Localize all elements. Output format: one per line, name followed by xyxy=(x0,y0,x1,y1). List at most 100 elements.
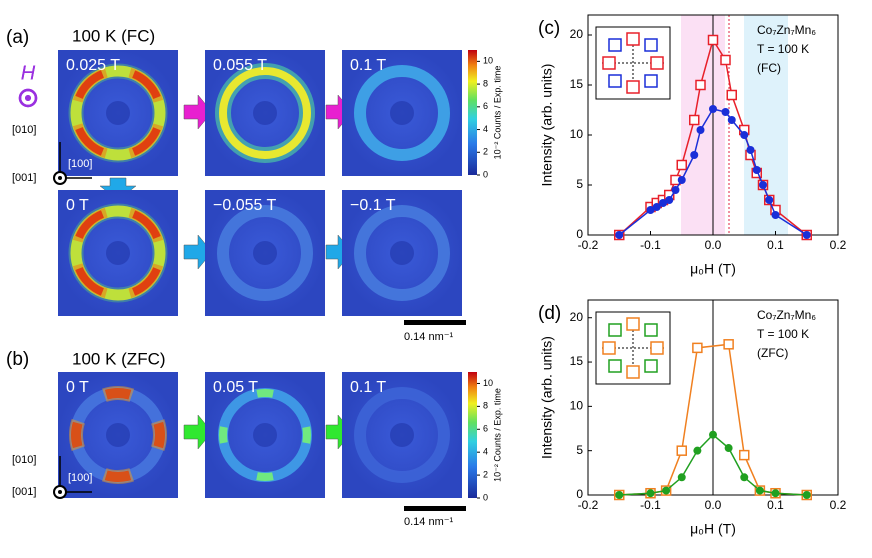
colorbar-tick-label: 4 xyxy=(483,447,488,457)
colorbar-tick-label: 0 xyxy=(483,169,488,179)
colorbar-tick-label: 10 xyxy=(483,56,493,66)
field-label: −0.1 T xyxy=(350,197,396,214)
annotation: T = 100 K xyxy=(757,327,809,341)
panel-title: 100 K (FC) xyxy=(72,26,155,45)
beam-stop xyxy=(106,101,130,125)
panel-title: 100 K (ZFC) xyxy=(72,349,166,368)
y-tick-label: 10 xyxy=(570,399,584,413)
colorbar-tick-label: 2 xyxy=(483,469,488,479)
marker xyxy=(662,486,671,495)
beam-stop xyxy=(390,423,414,447)
y-axis-label: Intensity (arb. units) xyxy=(539,336,555,459)
x-tick-label: 0.1 xyxy=(767,498,784,512)
inset-spot xyxy=(602,56,616,70)
marker xyxy=(677,473,686,482)
y-axis-label: Intensity (arb. units) xyxy=(539,64,555,187)
axis-label: [001] xyxy=(12,172,36,184)
field-label: 0.025 T xyxy=(66,57,120,74)
marker xyxy=(676,445,687,456)
scale-label: 0.14 nm⁻¹ xyxy=(404,331,454,343)
x-tick-label: 0.0 xyxy=(705,238,722,252)
plot-frame xyxy=(587,299,839,496)
inset-spot xyxy=(644,359,658,373)
panel-label: (c) xyxy=(538,18,560,39)
marker xyxy=(646,206,655,214)
x-tick-label: 0.1 xyxy=(767,238,784,252)
marker xyxy=(695,79,706,91)
y-tick-label: 0 xyxy=(576,227,583,241)
scale-bar xyxy=(404,506,466,511)
marker xyxy=(709,105,717,113)
marker xyxy=(752,166,761,174)
y-tick-label: 10 xyxy=(570,127,584,141)
marker xyxy=(693,446,702,455)
annotation: Co₇Zn₇Mn₆ xyxy=(757,23,816,37)
marker xyxy=(671,186,680,194)
colorbar-tick-label: 6 xyxy=(483,424,488,434)
ring xyxy=(70,65,166,161)
lobes xyxy=(71,206,166,300)
marker xyxy=(723,339,734,350)
panel-label: (a) xyxy=(6,27,29,48)
marker xyxy=(659,199,667,207)
inset-spot xyxy=(602,341,616,355)
x-axis-label: μ₀H (T) xyxy=(690,521,736,537)
axis-label: [100] xyxy=(68,158,92,170)
marker xyxy=(707,34,719,46)
inset-spot xyxy=(626,32,640,46)
colorbar xyxy=(468,372,477,498)
marker xyxy=(765,196,774,204)
colorbar-tick-label: 8 xyxy=(483,78,488,88)
marker xyxy=(740,473,749,482)
y-tick-label: 15 xyxy=(570,77,584,91)
marker xyxy=(665,196,674,204)
inset-spot xyxy=(608,323,622,337)
lobes xyxy=(219,389,311,481)
marker xyxy=(709,430,717,439)
ring xyxy=(354,387,450,483)
colorbar-tick-label: 2 xyxy=(483,147,488,157)
colorbar-label: 10⁻² Counts / Exp. time xyxy=(492,66,502,160)
marker xyxy=(615,231,624,239)
beam-stop xyxy=(390,101,414,125)
beam-stop xyxy=(253,241,277,265)
y-tick-label: 5 xyxy=(576,177,583,191)
ring xyxy=(217,205,313,301)
field-symbol: H xyxy=(21,62,36,84)
field-label: −0.055 T xyxy=(213,197,277,214)
colorbar-tick-label: 10 xyxy=(483,378,493,388)
x-tick-label: 0.2 xyxy=(830,238,847,252)
annotation: T = 100 K xyxy=(757,42,809,56)
inset-spot xyxy=(644,38,658,52)
colorbar-label: 10⁻² Counts / Exp. time xyxy=(492,388,502,482)
axis-label: [010] xyxy=(12,454,36,466)
colorbar-tick-label: 0 xyxy=(483,492,488,502)
marker xyxy=(696,126,705,134)
ring xyxy=(354,205,450,301)
marker xyxy=(739,449,750,461)
field-label: 0.1 T xyxy=(350,57,386,74)
inset-spot xyxy=(608,74,622,88)
plot-frame xyxy=(587,14,839,236)
field-dot xyxy=(25,95,31,101)
y-tick-label: 5 xyxy=(576,443,583,457)
y-tick-label: 15 xyxy=(570,354,584,368)
marker xyxy=(726,89,737,101)
y-tick-label: 20 xyxy=(570,310,584,324)
y-tick-label: 0 xyxy=(576,487,583,501)
colorbar xyxy=(468,50,477,175)
scale-bar xyxy=(404,320,466,325)
x-tick-label: -0.2 xyxy=(578,498,599,512)
marker xyxy=(727,116,736,124)
axis-label: [001] xyxy=(12,486,36,498)
marker xyxy=(677,176,686,184)
scale-label: 0.14 nm⁻¹ xyxy=(404,516,454,528)
annotation: (ZFC) xyxy=(757,346,788,360)
marker xyxy=(721,108,730,116)
x-axis-label: μ₀H (T) xyxy=(690,261,736,277)
panel-label: (d) xyxy=(538,303,561,324)
field-label: 0 T xyxy=(66,379,89,396)
inset-spot xyxy=(626,80,640,94)
annotation: (FC) xyxy=(757,61,781,75)
marker xyxy=(755,486,764,495)
